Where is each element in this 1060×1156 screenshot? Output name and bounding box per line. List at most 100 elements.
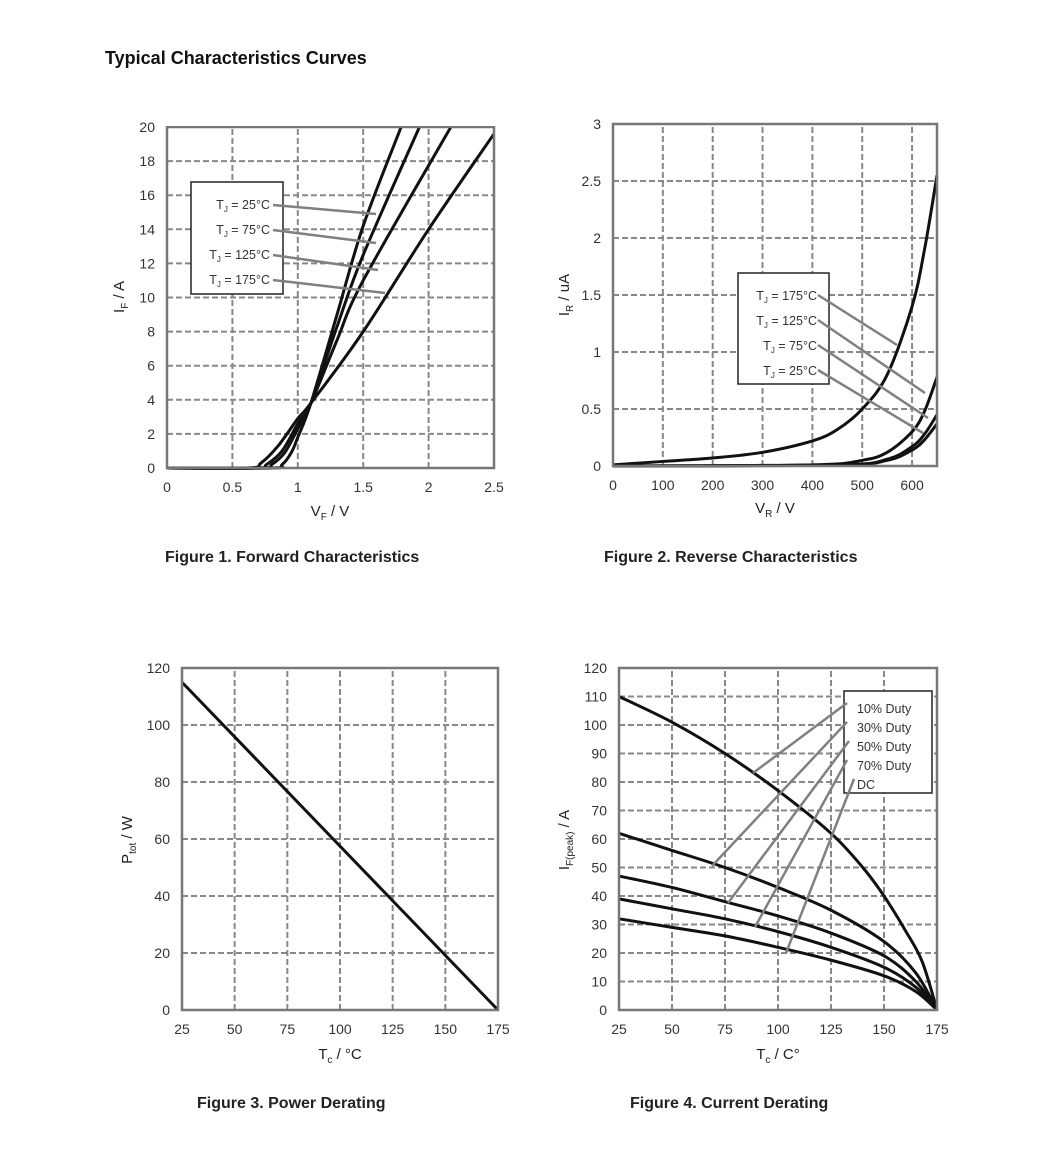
- y-tick-label: 10: [139, 290, 155, 306]
- plot-frame: [611, 122, 939, 468]
- legend-entry: 10% Duty: [857, 702, 912, 716]
- clip-mask: [160, 100, 510, 126]
- x-tick-label: 300: [751, 477, 775, 493]
- legend-leader-line: [817, 293, 898, 347]
- legend-leader-line: [752, 701, 848, 775]
- x-tick-label: 100: [766, 1021, 790, 1037]
- y-tick-label: 0: [162, 1002, 170, 1018]
- x-tick-label: 400: [801, 477, 825, 493]
- legend-leader-line: [711, 721, 848, 867]
- legend-entry: TJ = 175°C: [209, 273, 270, 289]
- legend-entry: 50% Duty: [857, 740, 912, 754]
- y-tick-label: 14: [139, 221, 155, 237]
- x-tick-label: 500: [851, 477, 875, 493]
- legend-entry: TJ = 75°C: [763, 339, 817, 355]
- y-tick-label: 16: [139, 187, 155, 203]
- legend-entry: TJ = 75°C: [216, 223, 270, 239]
- chart-2: 0 100 200 300 400 500 600 0 0.5 1 1.5 2 2.5 3 TJ = 175…: [582, 116, 939, 493]
- y-tick-label: 2.5: [582, 173, 602, 189]
- legend: TJ = 175°C TJ = 125°C TJ = 75°C TJ = 25°C: [737, 272, 929, 435]
- x-tick-label: 175: [925, 1021, 949, 1037]
- page-title: Typical Characteristics Curves: [105, 48, 367, 68]
- series-line-tj-25-c: [612, 422, 939, 468]
- figure-3-caption: Figure 3. Power Derating: [197, 1095, 386, 1112]
- y-tick-label: 2: [593, 230, 601, 246]
- y-tick-label: 90: [591, 746, 607, 762]
- legend-leader-line: [817, 368, 924, 435]
- legend-entry: TJ = 125°C: [209, 248, 270, 264]
- series-line-dc: [618, 917, 939, 1012]
- y-tick-label: 20: [139, 119, 155, 135]
- legend-entry: TJ = 25°C: [763, 364, 817, 380]
- y-tick-label: 6: [147, 358, 155, 374]
- series-line-50-duty: [618, 874, 939, 1011]
- legend-leader-line: [753, 759, 849, 928]
- legend-entry: 30% Duty: [857, 721, 912, 735]
- y-tick-label: 40: [154, 888, 170, 904]
- legend-leader-line: [272, 253, 379, 272]
- chart-3: 25 50 75 100 125 150 175 0 20 40 60 80 100 120: [147, 660, 510, 1037]
- series-line-tj-75-c: [612, 413, 939, 468]
- series-line-70-duty: [618, 897, 939, 1012]
- y-tick-label: 12: [139, 255, 155, 271]
- x-tick-label: 25: [174, 1021, 190, 1037]
- x-tick-label: 1.5: [353, 479, 373, 495]
- x-tick-label: 175: [486, 1021, 510, 1037]
- y-tick-label: 8: [147, 324, 155, 340]
- x-tick-label: 25: [611, 1021, 627, 1037]
- plot-frame: [165, 125, 496, 470]
- y-tick-label: 0: [147, 460, 155, 476]
- x-tick-label: 100: [651, 477, 675, 493]
- x-tick-label: 75: [717, 1021, 733, 1037]
- x-tick-label: 150: [872, 1021, 896, 1037]
- legend-leader-line: [272, 278, 386, 295]
- x-tick-label: 2.5: [484, 479, 504, 495]
- legend-leader-line: [784, 778, 856, 954]
- x-axis-label: VF / V: [311, 503, 350, 523]
- y-tick-label: 80: [591, 774, 607, 790]
- series-line-tj-175-c: [612, 175, 939, 467]
- legend-entry: TJ = 25°C: [216, 198, 270, 214]
- y-tick-label: 50: [591, 860, 607, 876]
- y-tick-label: 20: [154, 945, 170, 961]
- series-line-30-duty: [618, 831, 939, 1011]
- x-tick-label: 0: [163, 479, 171, 495]
- figure-1-caption: Figure 1. Forward Characteristics: [165, 549, 420, 566]
- legend-box: [737, 272, 830, 385]
- x-axis-label: Tc / °C: [318, 1046, 362, 1066]
- y-tick-label: 0: [593, 458, 601, 474]
- y-tick-label: 60: [154, 831, 170, 847]
- plot-frame: [617, 666, 939, 1012]
- x-tick-label: 125: [819, 1021, 843, 1037]
- series-line-ptot: [180, 681, 500, 1012]
- y-tick-label: 1.5: [582, 287, 602, 303]
- series-line-tj-125-c: [166, 126, 453, 470]
- plot-frame: [180, 666, 500, 1012]
- legend-leader-line: [817, 318, 926, 395]
- x-tick-label: 50: [227, 1021, 243, 1037]
- figure-4-caption: Figure 4. Current Derating: [630, 1095, 829, 1112]
- y-tick-label: 4: [147, 392, 155, 408]
- y-tick-label: 120: [584, 660, 608, 676]
- y-tick-label: 40: [591, 888, 607, 904]
- legend-leader-line: [726, 740, 851, 904]
- legend-box: [190, 181, 284, 295]
- y-tick-label: 70: [591, 803, 607, 819]
- legend-leader-line: [272, 203, 377, 216]
- y-tick-label: 0: [599, 1002, 607, 1018]
- x-tick-label: 100: [328, 1021, 352, 1037]
- y-tick-label: 1: [593, 344, 601, 360]
- legend-box: [843, 690, 933, 794]
- x-tick-label: 600: [900, 477, 924, 493]
- y-axis-label: IR / uA: [556, 274, 576, 316]
- legend-leader-line: [272, 228, 377, 245]
- x-tick-label: 75: [280, 1021, 296, 1037]
- legend: 10% Duty 30% Duty 50% Duty 70% Duty DC: [711, 690, 933, 954]
- x-tick-label: 0.5: [223, 479, 243, 495]
- legend-entry: TJ = 125°C: [756, 314, 817, 330]
- legend: TJ = 25°C TJ = 75°C TJ = 125°C TJ = 175°C: [190, 181, 386, 295]
- y-tick-label: 120: [147, 660, 171, 676]
- y-tick-label: 18: [139, 153, 155, 169]
